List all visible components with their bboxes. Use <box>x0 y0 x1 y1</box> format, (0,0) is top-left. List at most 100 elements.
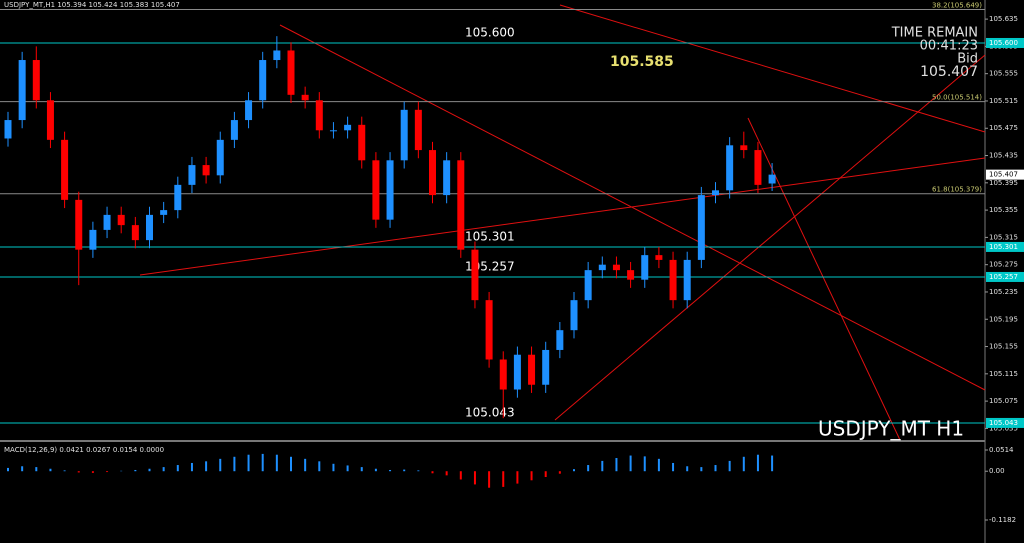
symbol-label: USDJPY_MT H1 <box>818 417 964 441</box>
candle-body <box>273 50 281 61</box>
candle-body <box>4 120 12 139</box>
info-line: Bid <box>957 52 978 67</box>
candle-body <box>18 60 26 121</box>
candle-body <box>372 160 380 220</box>
y-tick-label: 105.075 <box>989 397 1018 405</box>
y-tick-label: 105.315 <box>989 233 1018 241</box>
candle-body <box>61 139 69 200</box>
candle-body <box>669 259 677 301</box>
y-tick-label: 105.435 <box>989 152 1018 160</box>
level-box <box>986 271 1024 282</box>
candle-body <box>301 94 309 101</box>
candle-body <box>287 50 295 95</box>
y-tick-label: 105.395 <box>989 179 1018 187</box>
y-tick-label: 105.355 <box>989 206 1018 214</box>
level-box-label: 105.301 <box>989 243 1018 251</box>
candle-body <box>414 109 422 151</box>
candle-body <box>160 210 168 215</box>
y-tick-label: 105.555 <box>989 70 1018 78</box>
candle-body <box>768 174 776 184</box>
candle-body <box>471 249 479 301</box>
candle-body <box>627 270 635 280</box>
levels: 38.2(105.649) 105.600 50.0(105.514) 61.8(10… <box>0 2 985 424</box>
candle-body <box>400 109 408 161</box>
level-box <box>986 417 1024 428</box>
trend-lines <box>139 4 986 441</box>
candle-body <box>556 330 564 350</box>
candle-body <box>117 214 125 226</box>
candle-body <box>443 160 451 196</box>
candle-body <box>188 165 196 185</box>
y-tick-label: 105.635 <box>989 15 1018 23</box>
candle-body <box>245 100 253 121</box>
candle-body <box>513 354 521 390</box>
macd-tick-label: 0.00 <box>989 467 1005 475</box>
candle-body <box>499 359 507 390</box>
price-axis: 105.035 105.075 105.115 105.155 105.195 105.2… <box>985 15 1024 432</box>
candle-body <box>131 225 139 241</box>
candle-body <box>75 199 83 250</box>
candle-body <box>230 120 238 140</box>
candle-body <box>89 229 97 250</box>
candle-body <box>386 160 394 220</box>
y-tick-label: 105.195 <box>989 315 1018 323</box>
candle-body <box>485 300 493 360</box>
bid-label: 105.407 <box>989 171 1018 179</box>
macd-label: MACD(12,26,9) 0.0421 0.0267 0.0154 0.000… <box>4 446 164 454</box>
level-label: 105.600 <box>465 25 515 39</box>
candle-body <box>570 300 578 331</box>
fib-label: 38.2(105.649) <box>932 2 982 10</box>
trend-line <box>554 54 986 421</box>
trend-line <box>279 24 986 391</box>
fib-label: 61.8(105.379) <box>932 186 982 194</box>
candle-body <box>429 150 436 196</box>
info-line: 105.407 <box>920 64 978 80</box>
candle-body <box>358 124 366 161</box>
bid-box <box>986 169 1024 180</box>
candle-body <box>740 145 748 151</box>
candle-body <box>174 184 182 211</box>
candle-body <box>712 190 719 196</box>
level-label: 105.301 <box>465 229 515 243</box>
candle-body <box>683 259 691 301</box>
candle-body <box>216 139 224 176</box>
candle-body <box>46 100 54 140</box>
trend-line <box>747 117 901 441</box>
info-line: 00:41:23 <box>920 39 978 54</box>
candle-body <box>259 60 267 101</box>
candle-body <box>528 354 536 385</box>
y-tick-label: 105.275 <box>989 261 1018 269</box>
level-box <box>986 241 1024 252</box>
info-line: TIME REMAIN <box>891 26 978 41</box>
trend-line <box>139 157 986 276</box>
candle-body <box>457 160 465 250</box>
candle-body <box>697 195 705 260</box>
macd-tick-label: -0.1182 <box>989 516 1016 524</box>
level-box-label: 105.600 <box>989 39 1018 47</box>
candle-body <box>641 255 649 280</box>
candle-body <box>612 264 620 271</box>
macd-panel: 0.0514 0.00 -0.1182 <box>7 446 1016 524</box>
candle-body <box>103 214 111 230</box>
candle-body <box>344 124 352 131</box>
candle-body <box>726 145 734 191</box>
candle-body <box>202 165 210 176</box>
level-label: 105.043 <box>465 405 515 419</box>
candle-body <box>655 255 663 260</box>
candle-body <box>542 349 550 385</box>
y-tick-label: 105.235 <box>989 288 1018 296</box>
y-tick-label: 105.115 <box>989 370 1018 378</box>
candle-body <box>315 100 323 131</box>
candle-body <box>32 60 40 101</box>
y-tick-label: 105.035 <box>989 424 1018 432</box>
candle-body <box>329 130 337 132</box>
fib-label: 50.0(105.514) <box>932 94 982 102</box>
level-box-label: 105.257 <box>989 273 1018 281</box>
y-tick-label: 105.515 <box>989 97 1018 105</box>
level-box-label: 105.043 <box>989 419 1018 427</box>
chart-header: USDJPY_MT,H1 105.394 105.424 105.383 105… <box>4 1 180 9</box>
macd-tick-label: 0.0514 <box>989 446 1014 454</box>
candle-body <box>584 270 592 301</box>
